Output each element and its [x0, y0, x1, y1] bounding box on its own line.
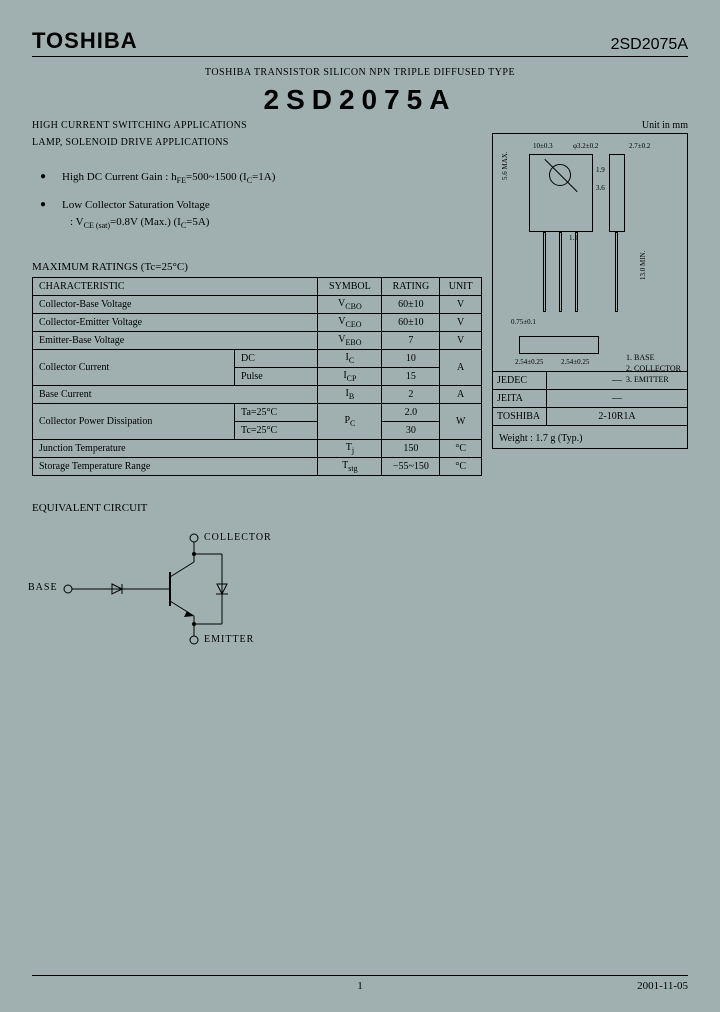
- apps-heading-2: LAMP, SOLENOID DRIVE APPLICATIONS: [32, 137, 482, 148]
- dim-h2: 1.9: [596, 166, 605, 174]
- pkg-lead-2: [559, 232, 562, 312]
- label-base: BASE: [28, 582, 58, 593]
- pkg-bottom-view: [519, 336, 599, 354]
- page-footer: 1 2001-11-05: [32, 975, 688, 992]
- dim-pitch2: 2.54±0.25: [561, 358, 589, 366]
- label-collector: COLLECTOR: [204, 532, 272, 543]
- table-row: Base Current IB 2 A: [33, 386, 482, 404]
- circuit-svg: [52, 524, 332, 654]
- dim-h1: 5.6 MAX.: [501, 151, 509, 180]
- table-row: Storage Temperature Range Tstg −55~150 °…: [33, 458, 482, 476]
- pkg-mounting-hole: [549, 164, 571, 186]
- equiv-circuit-title: EQUIVALENT CIRCUIT: [32, 502, 688, 514]
- left-column: HIGH CURRENT SWITCHING APPLICATIONS LAMP…: [32, 120, 482, 476]
- content-row: HIGH CURRENT SWITCHING APPLICATIONS LAMP…: [32, 120, 688, 476]
- page-number: 1: [357, 980, 363, 992]
- table-header-row: CHARACTERISTIC SYMBOL RATING UNIT: [33, 278, 482, 296]
- table-row: Emitter-Base Voltage VEBO 7 V: [33, 332, 482, 350]
- ref-row: TOSHIBA2-10R1A: [493, 408, 687, 426]
- th-symbol: SYMBOL: [318, 278, 382, 296]
- pkg-lead-3: [575, 232, 578, 312]
- feature-bullets: ● High DC Current Gain : hFE=500~1500 (I…: [40, 170, 482, 233]
- part-number-header: 2SD2075A: [611, 36, 688, 54]
- pin-1: 1. BASE: [626, 352, 681, 363]
- bullet-1-text: High DC Current Gain : hFE=500~1500 (IC=…: [62, 170, 275, 188]
- table-row: Collector-Emitter Voltage VCEO 60±10 V: [33, 314, 482, 332]
- table-row: Junction Temperature Tj 150 °C: [33, 440, 482, 458]
- dim-width: 10±0.3: [533, 142, 553, 150]
- bullet-icon: ●: [40, 198, 46, 233]
- unit-label: Unit in mm: [492, 120, 688, 131]
- table-row: Collector Current DC IC 10 A: [33, 350, 482, 368]
- bullet-2: ● Low Collector Saturation Voltage : VCE…: [40, 198, 482, 233]
- ref-row: JEDEC―: [493, 372, 687, 390]
- dim-hole: φ3.2±0.2: [573, 142, 598, 150]
- footer-date: 2001-11-05: [637, 980, 688, 992]
- package-ref-table: JEDEC― JEITA― TOSHIBA2-10R1A: [493, 371, 687, 426]
- th-unit: UNIT: [440, 278, 482, 296]
- label-emitter: EMITTER: [204, 634, 254, 645]
- ratings-table: CHARACTERISTIC SYMBOL RATING UNIT Collec…: [32, 277, 482, 476]
- ratings-title: MAXIMUM RATINGS (Tc=25°C): [32, 261, 482, 273]
- table-row: Collector Power Dissipation Ta=25°C PC 2…: [33, 404, 482, 422]
- ref-row: JEITA―: [493, 390, 687, 408]
- th-characteristic: CHARACTERISTIC: [33, 278, 318, 296]
- dim-pitch1: 2.54±0.25: [515, 358, 543, 366]
- dim-h3: 3.6: [596, 184, 605, 192]
- apps-heading-1: HIGH CURRENT SWITCHING APPLICATIONS: [32, 120, 482, 131]
- page-header: TOSHIBA 2SD2075A: [32, 28, 688, 57]
- main-title: 2SD2075A: [32, 84, 688, 116]
- subtitle: TOSHIBA TRANSISTOR SILICON NPN TRIPLE DI…: [32, 67, 688, 78]
- bullet-1: ● High DC Current Gain : hFE=500~1500 (I…: [40, 170, 482, 188]
- brand-logo: TOSHIBA: [32, 28, 138, 54]
- weight-text: Weight : 1.7 g (Typ.): [499, 433, 582, 444]
- bullet-icon: ●: [40, 170, 46, 188]
- th-rating: RATING: [382, 278, 440, 296]
- pkg-side-lead: [615, 232, 618, 312]
- package-drawing: 10±0.3 φ3.2±0.2 2.7±0.2 5.6 MAX. 1.9 3.6…: [499, 140, 681, 340]
- pkg-body-side: [609, 154, 625, 232]
- right-column: Unit in mm 10±0.3 φ3.2±0.2 2.7±0.2 5.6 M…: [492, 120, 688, 476]
- dim-h4: 1.1: [569, 234, 578, 242]
- package-outline-box: 10±0.3 φ3.2±0.2 2.7±0.2 5.6 MAX. 1.9 3.6…: [492, 133, 688, 449]
- pkg-lead-1: [543, 232, 546, 312]
- dim-lead-w: 0.75±0.1: [511, 318, 536, 326]
- equiv-circuit-diagram: BASE COLLECTOR EMITTER: [52, 524, 332, 654]
- table-row: Collector-Base Voltage VCBO 60±10 V: [33, 296, 482, 314]
- dim-depth: 2.7±0.2: [629, 142, 650, 150]
- dim-lead-len: 13.0 MIN.: [639, 251, 647, 280]
- bullet-2-text: Low Collector Saturation Voltage : VCE (…: [62, 198, 210, 233]
